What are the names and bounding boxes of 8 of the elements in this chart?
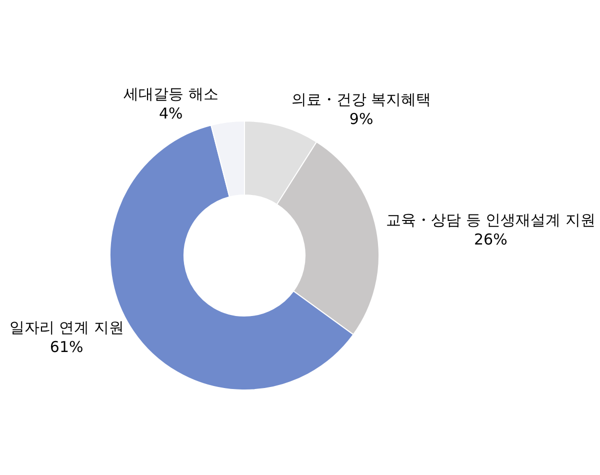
data-label: 26% bbox=[474, 230, 508, 248]
slice-label: 교육・상담 등 인생재설계 지원 bbox=[386, 210, 596, 229]
slice-label: 세대갈등 해소 bbox=[123, 84, 218, 103]
data-label: 61% bbox=[50, 338, 84, 356]
data-label: 9% bbox=[349, 110, 374, 128]
slice-label: 의료・건강 복지혜택 bbox=[291, 90, 432, 108]
data-label: 4% bbox=[158, 104, 183, 122]
slice-label: 일자리 연계 지원 bbox=[9, 318, 124, 336]
